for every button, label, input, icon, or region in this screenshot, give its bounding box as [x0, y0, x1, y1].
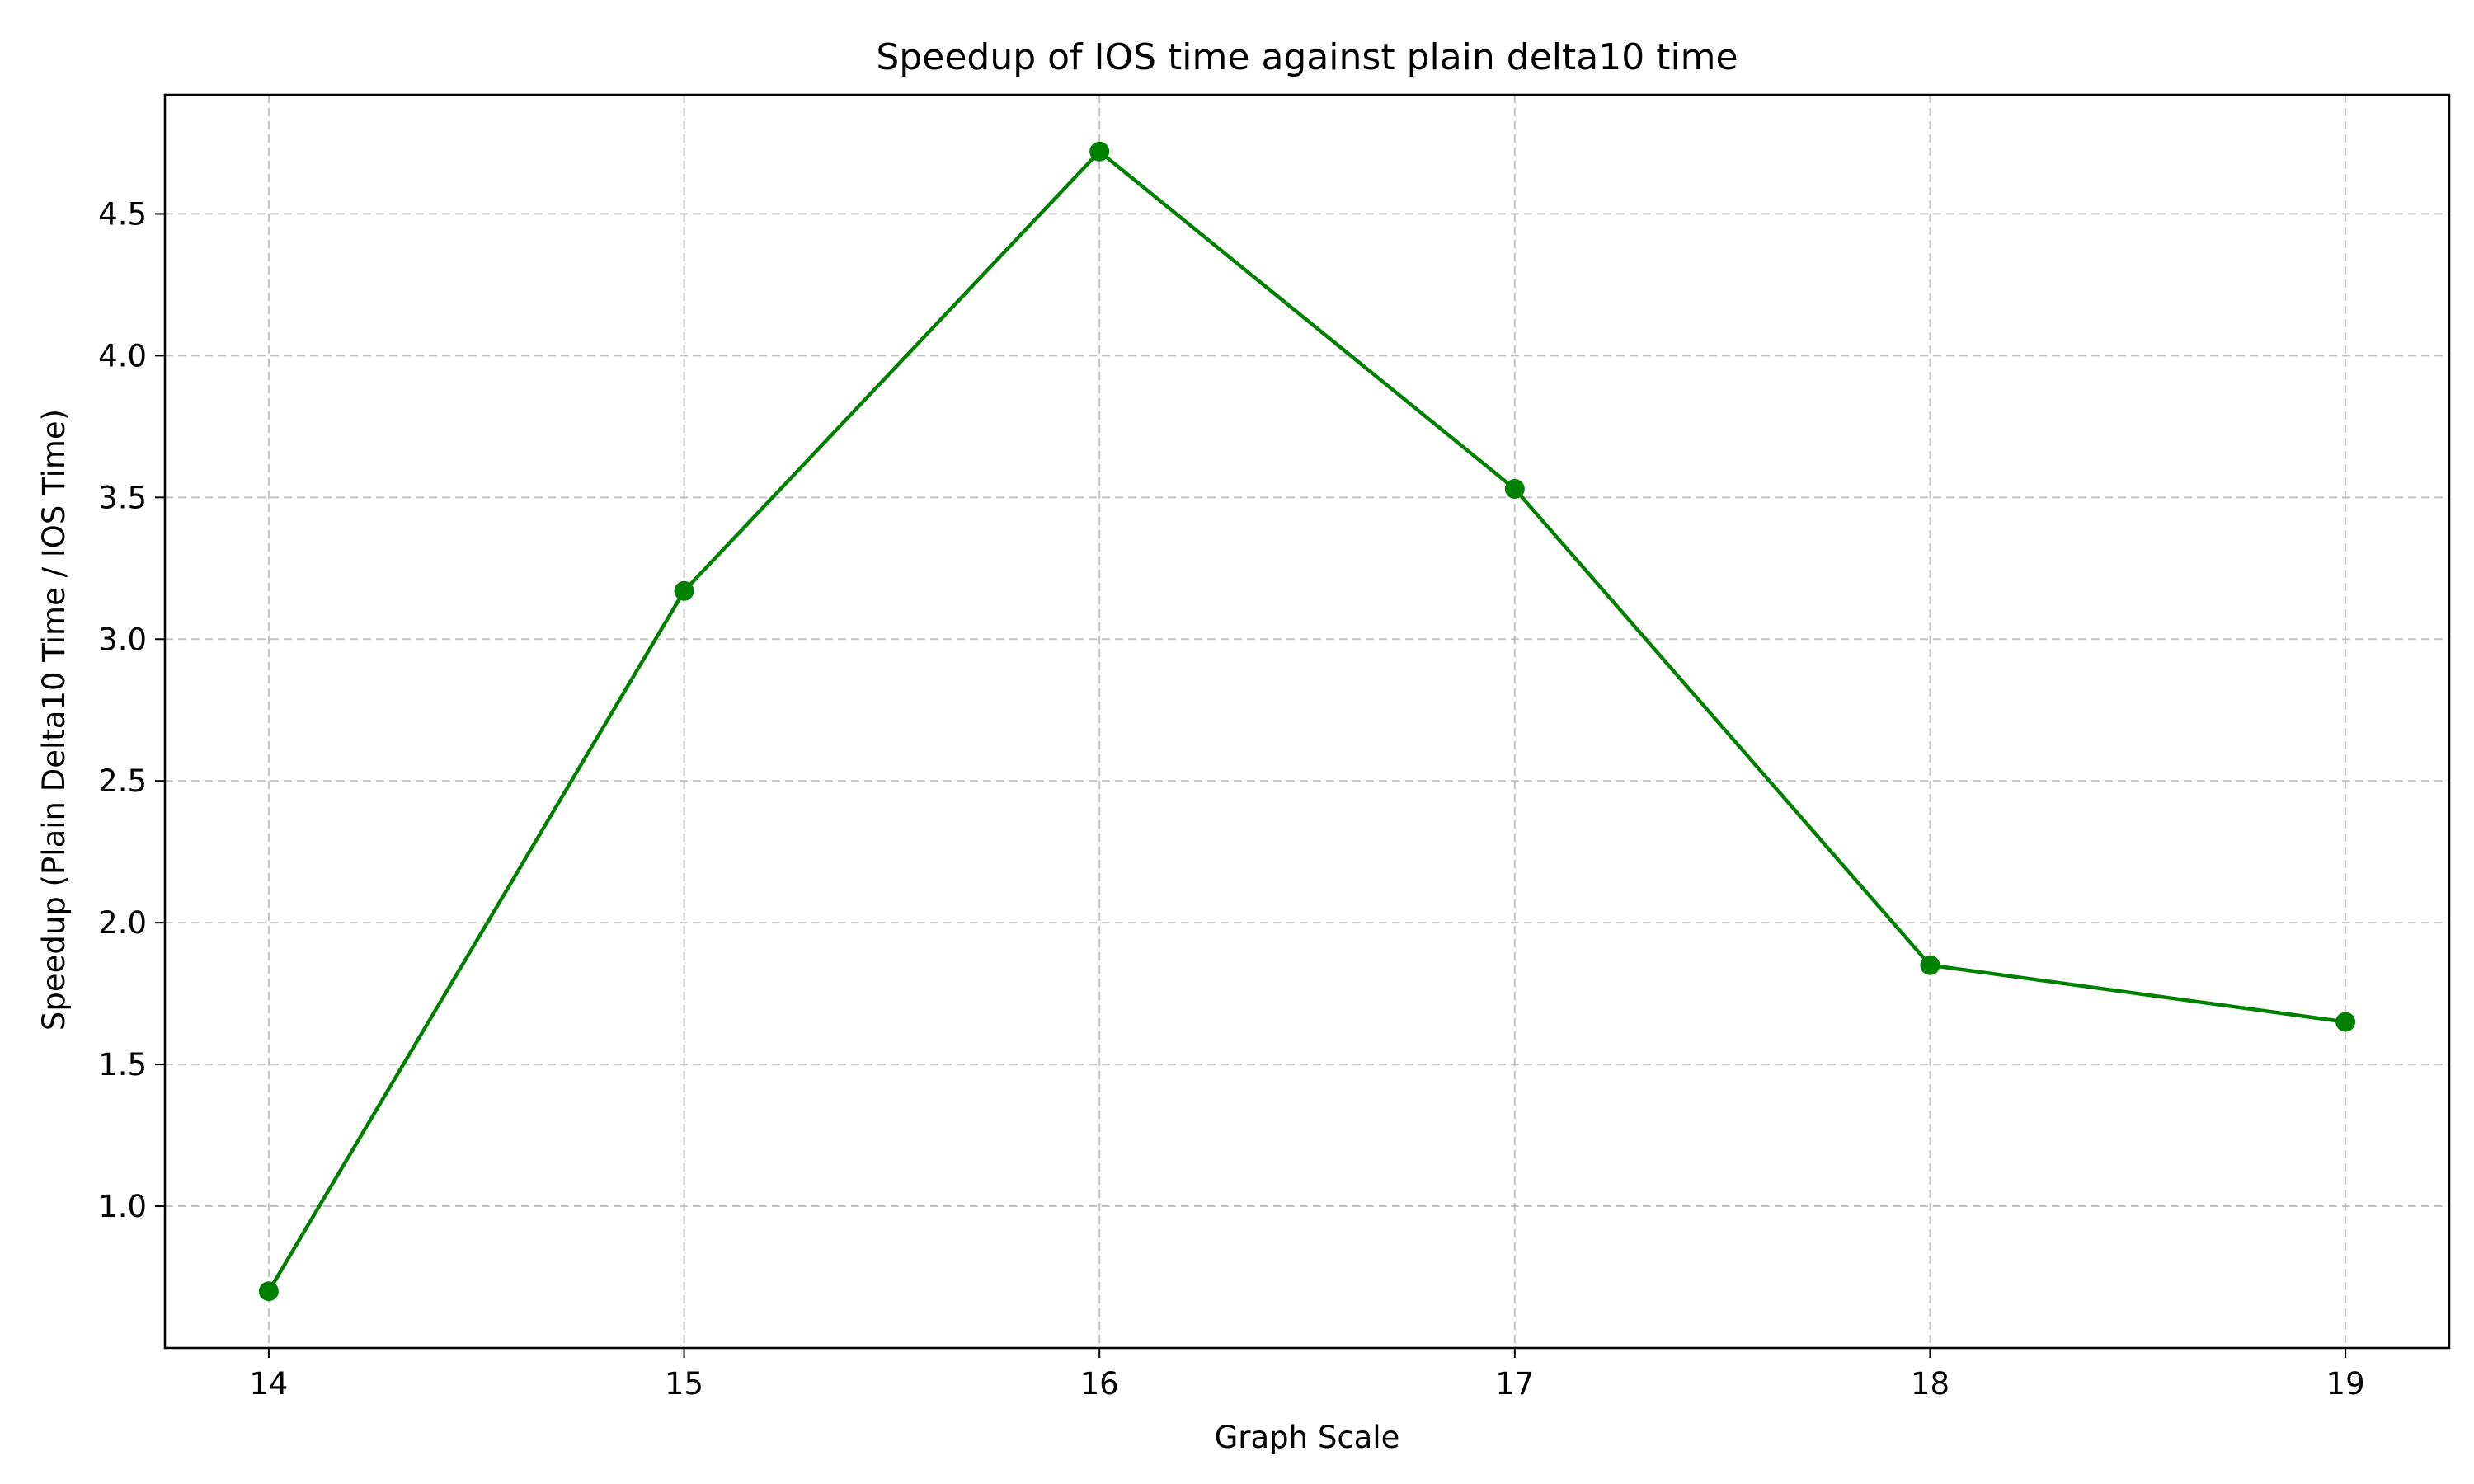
x-axis-label: Graph Scale [1215, 1420, 1400, 1455]
data-point [1089, 141, 1110, 162]
y-tick-label: 4.0 [98, 338, 147, 373]
y-tick-label: 2.5 [98, 763, 147, 799]
y-axis-label: Speedup (Plain Delta10 Time / IOS Time) [36, 409, 72, 1031]
x-tick-label: 18 [1911, 1366, 1950, 1402]
data-point [2335, 1012, 2356, 1032]
data-point [1504, 479, 1525, 500]
y-tick-label: 3.0 [98, 622, 147, 657]
x-tick-label: 15 [665, 1366, 703, 1402]
series-line [266, 149, 2348, 1294]
y-tick-label: 3.5 [98, 480, 147, 515]
x-tick-label: 17 [1495, 1366, 1534, 1402]
data-point [258, 1281, 279, 1302]
data-point [674, 580, 694, 601]
data-series [258, 141, 2356, 1302]
y-tick-label: 1.0 [98, 1189, 147, 1224]
y-tick-label: 1.5 [98, 1047, 147, 1082]
chart-title: Speedup of IOS time against plain delta1… [876, 36, 1738, 78]
y-tick-label: 2.0 [98, 905, 147, 941]
x-tick-label: 16 [1080, 1366, 1119, 1402]
x-tick-label: 19 [2326, 1366, 2365, 1402]
plot-area-frame [163, 93, 2451, 1350]
grid-lines [165, 95, 2449, 1348]
y-tick-label: 4.5 [98, 196, 147, 232]
x-tick-label: 14 [249, 1366, 288, 1402]
axis-ticks: 14 15 16 17 18 19 1.0 1.5 2.0 2.5 3.0 3.5 4.0 4.5 [98, 196, 2364, 1402]
data-point [1920, 955, 1940, 975]
